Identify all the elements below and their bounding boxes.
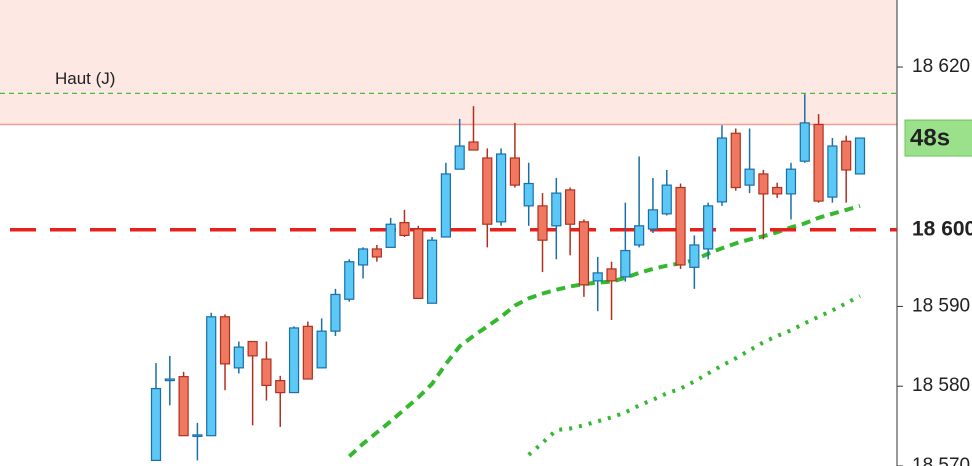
candle-body [344,261,355,300]
y-tick-label: 18 620 [912,56,970,77]
price-label-bg [899,216,972,243]
candle-body [206,316,217,437]
candle-body [551,192,562,227]
candle-body [537,205,548,241]
candle-body [854,137,866,175]
candle-body [841,140,852,171]
candle-body [606,268,617,282]
candle-body [495,153,507,223]
candle-body [275,380,286,394]
candle-body [675,186,686,266]
candle-body [302,325,313,380]
candle-body [150,387,162,462]
candle-body [468,141,479,151]
resistance-zone [0,0,897,125]
candle-body [192,434,203,437]
countdown-label: 48s [910,124,950,151]
candle-body [399,222,410,236]
candle-body [440,173,451,238]
candle-body [565,189,576,225]
candle-body [288,327,300,394]
candle-body [703,205,714,250]
candle-body [578,221,590,286]
candle-body [261,358,272,387]
candle-body [785,168,797,195]
candle-body [772,186,783,195]
candle-body [730,132,741,189]
candle-body [744,168,755,186]
candle-body [413,228,424,300]
candle-body [634,225,645,246]
candle-body [357,248,369,266]
candle-body [620,249,631,278]
y-tick-label: 18 570 [912,455,970,466]
candle-body [219,316,231,365]
candle-body [385,223,396,248]
day-high-label: Haut (J) [55,69,115,88]
price-label: 18 600 [912,217,972,240]
candle-body [716,137,728,203]
candle-body [592,272,603,282]
countdown-box [904,119,972,157]
candle-body [523,182,534,207]
y-tick-label: 18 580 [912,375,970,396]
moving-average [527,294,861,457]
candle-body [509,157,521,186]
candle-body [813,123,824,202]
candle-body [758,173,769,195]
candle-body [247,340,258,357]
candle-body [233,346,244,369]
candle-body [689,244,700,268]
candle-body [330,293,341,332]
candle-body [178,376,189,437]
candle-body [827,145,838,198]
candle-body [164,378,175,382]
candle-body [371,248,382,258]
moving-average [347,203,861,458]
y-tick-label: 18 590 [912,295,970,316]
candle-body [647,209,659,230]
candle-body [426,239,438,304]
candle-body [482,157,493,225]
candle-body [316,330,327,369]
candle-body [454,145,465,170]
candle-body [799,122,810,162]
candle-body [661,184,672,215]
